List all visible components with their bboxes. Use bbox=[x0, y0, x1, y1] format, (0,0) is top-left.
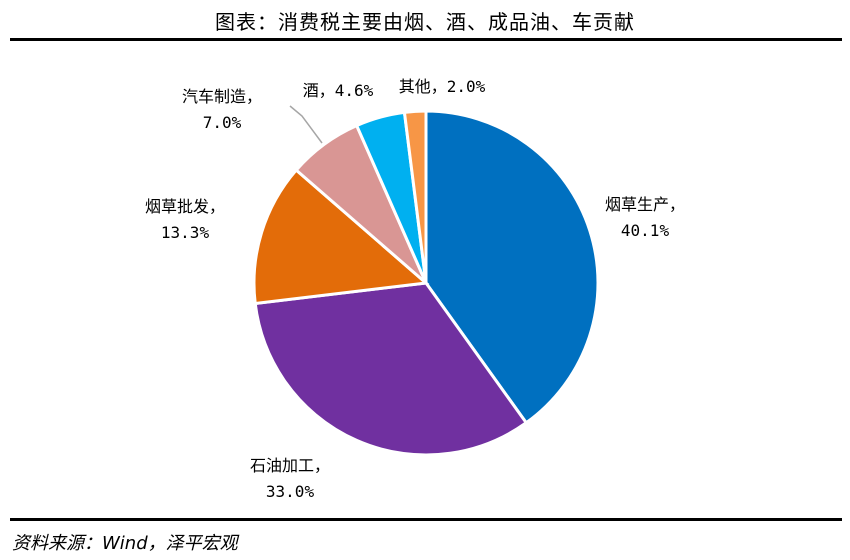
data-label-烟草生产: 烟草生产， 40.1% bbox=[605, 195, 685, 240]
data-label-酒: 酒，4.6% bbox=[303, 81, 374, 100]
pie-slice-烟草批发 bbox=[252, 167, 430, 306]
pie-slice-烟草生产 bbox=[424, 109, 600, 425]
chart-title: 图表：消费税主要由烟、酒、成品油、车贡献 bbox=[215, 10, 635, 34]
bottom-rule bbox=[10, 518, 842, 521]
leader-line bbox=[289, 105, 323, 144]
pie-slice-石油加工 bbox=[253, 281, 529, 457]
data-label-石油加工: 石油加工， 33.0% bbox=[250, 456, 330, 501]
source-note: 资料来源：Wind，泽平宏观 bbox=[12, 533, 238, 554]
data-label-汽车制造: 汽车制造， 7.0% bbox=[182, 87, 262, 132]
data-label-其他: 其他，2.0% bbox=[399, 77, 486, 96]
pie-slice-其他 bbox=[402, 109, 428, 284]
top-rule bbox=[10, 38, 842, 41]
data-label-烟草批发: 烟草批发， 13.3% bbox=[145, 197, 225, 242]
